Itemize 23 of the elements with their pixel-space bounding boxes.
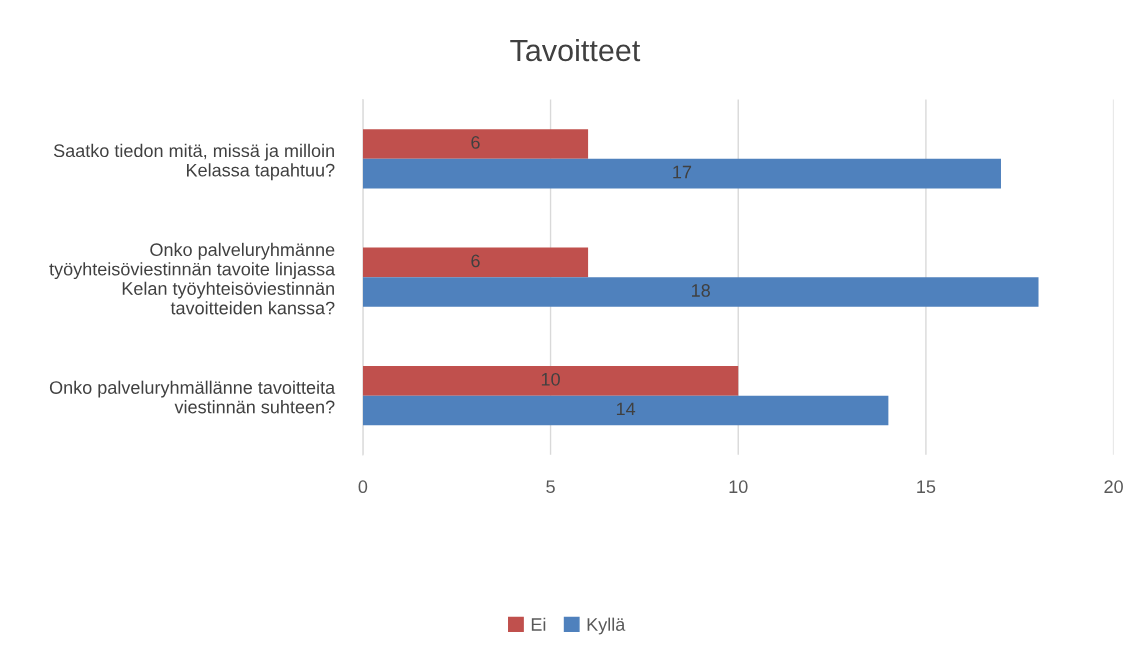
y-tick-label: Onko palveluryhmänne työyhteisöviestinnän tavoite linjassa Kelan työyhteisöviestinnän tavoitteiden kanssa?: [49, 242, 336, 315]
legend-label: Kyllä: [587, 617, 626, 635]
legend-label: Ei: [531, 617, 546, 631]
bar: [362, 366, 739, 396]
bar: [362, 395, 889, 426]
data-label: 18: [692, 284, 710, 297]
data-label: 14: [616, 402, 636, 416]
x-tick-label: 10: [729, 480, 748, 494]
y-tick-label: Saatko tiedon mitä, missä ja milloin Kelassa tapahtuu?: [53, 143, 335, 181]
chart-title: Tavoitteet: [510, 38, 641, 62]
data-label: 6: [471, 136, 480, 149]
bar: [362, 158, 1001, 189]
x-tick-label: 0: [358, 480, 368, 494]
data-label: 6: [471, 254, 480, 268]
y-tick-label: Onko palveluryhmällänne tavoitteita viestinnän suhteen?: [49, 380, 336, 414]
data-label: 10: [541, 372, 560, 386]
x-tick-label: 15: [917, 480, 936, 494]
bar: [362, 129, 589, 159]
bar: [362, 247, 589, 278]
x-tick-label: 20: [1104, 480, 1123, 494]
bar: [362, 277, 1039, 307]
data-label: 17: [673, 165, 692, 179]
x-tick-label: 5: [546, 480, 555, 494]
